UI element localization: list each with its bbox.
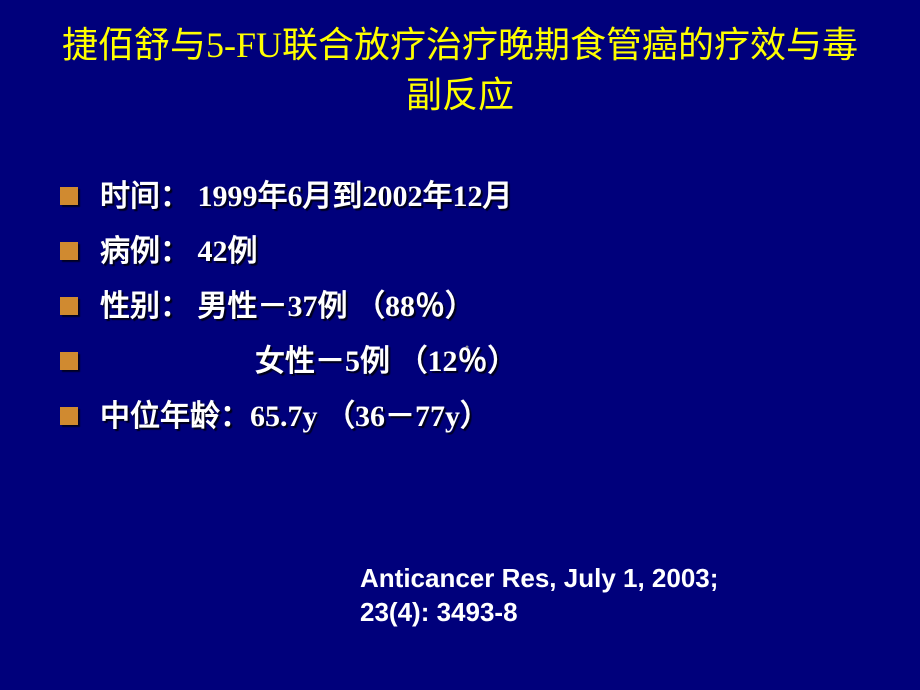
bullet-list: 时间： 1999年6月到2002年12月 病例： 42例 性别： 男性－37例 … — [50, 171, 870, 442]
bullet-item-median-age: 中位年龄：65.7y （36－77y） — [60, 391, 870, 442]
bullet-item-gender-male: 性别： 男性－37例 （88％） — [60, 281, 870, 332]
citation: Anticancer Res, July 1, 2003; 23(4): 349… — [360, 562, 718, 630]
citation-line-2: 23(4): 3493-8 — [360, 596, 718, 630]
center-dot: • — [465, 340, 469, 355]
slide-container: 捷佰舒与5-FU联合放疗治疗晚期食管癌的疗效与毒副反应 时间： 1999年6月到… — [0, 0, 920, 690]
citation-line-1: Anticancer Res, July 1, 2003; — [360, 562, 718, 596]
bullet-item-time: 时间： 1999年6月到2002年12月 — [60, 171, 870, 222]
bullet-item-gender-female-text: 女性－5例 （12％） — [255, 345, 518, 378]
slide-title: 捷佰舒与5-FU联合放疗治疗晚期食管癌的疗效与毒副反应 — [50, 20, 870, 121]
bullet-item-cases: 病例： 42例 — [60, 226, 870, 277]
